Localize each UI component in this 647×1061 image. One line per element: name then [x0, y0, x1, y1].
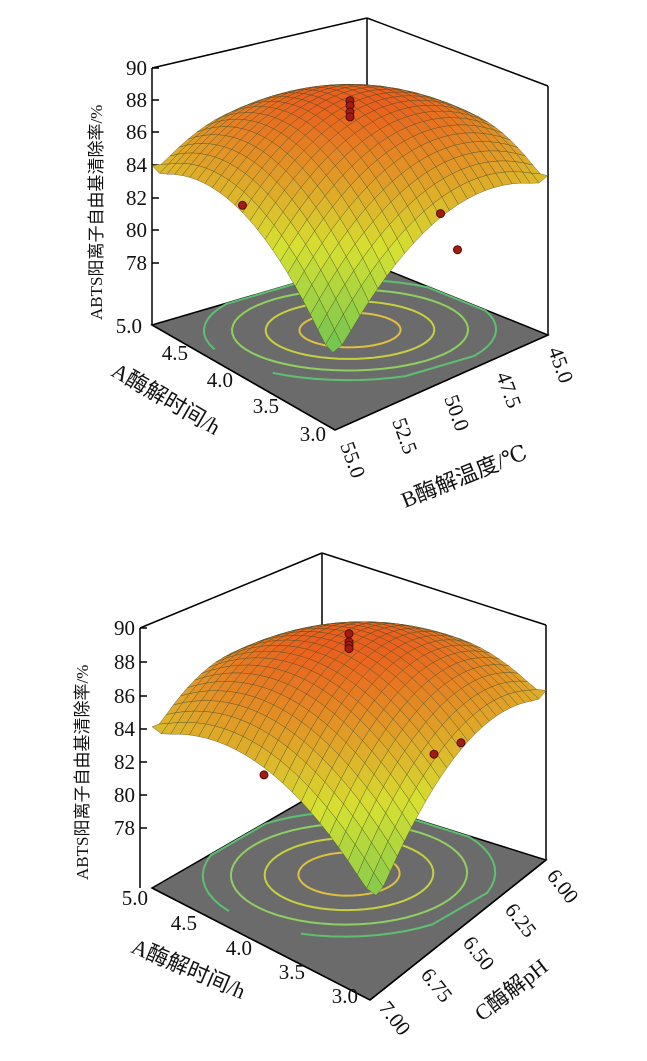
- chart2-y-tick-4: 6.25: [500, 898, 542, 942]
- z-tick-label: 82: [126, 186, 147, 210]
- z-tick-label: 84: [114, 717, 136, 741]
- z-tick-label: 88: [114, 650, 135, 674]
- z-tick-label: 86: [126, 120, 147, 144]
- chart2-y-tick-5: 6.00: [542, 864, 584, 908]
- chart1-back-walls: [151, 17, 549, 335]
- chart1-y-tick-3: 50.0: [439, 392, 474, 435]
- chart2-y-tick-2: 6.75: [416, 963, 458, 1007]
- chart2-y-tick-3: 6.50: [458, 931, 500, 975]
- data-point: [259, 770, 269, 780]
- z-tick-label: 84: [126, 153, 148, 177]
- chart1-x-tick-2: 3.5: [253, 394, 279, 418]
- chart1-x-tick-5: 5.0: [116, 314, 142, 338]
- chart2-top-left-edge: [139, 552, 323, 629]
- chart2-x-tick-5: 5.0: [122, 886, 148, 910]
- z-tick-label: 80: [126, 218, 147, 242]
- chart1-surface: [151, 83, 549, 353]
- chart1-z-axis-label: ABTS阳离子自由基清除率/%: [87, 105, 106, 320]
- z-tick-label: 78: [126, 251, 147, 275]
- z-tick-label: 80: [114, 783, 135, 807]
- data-point: [344, 629, 354, 639]
- z-tick-label: 90: [114, 616, 135, 640]
- chart1-top-right-edge: [366, 17, 549, 87]
- chart2-y-tick-1: 7.00: [374, 996, 416, 1040]
- data-point: [345, 112, 355, 122]
- floor-contour: [298, 311, 402, 349]
- chart2-x-tick-1: 3.0: [332, 984, 358, 1008]
- z-tick-label: 78: [114, 816, 135, 840]
- chart2-z-ticks: 78 80 82 84 86 88 90: [114, 616, 147, 840]
- floor-contour: [229, 822, 469, 926]
- chart2-x-axis-line: [151, 887, 371, 1001]
- floor-contour: [202, 278, 498, 382]
- chart2-x-tick-3: 4.0: [226, 936, 252, 960]
- floor-contour: [264, 300, 436, 360]
- data-point: [436, 209, 445, 219]
- chart1-y-tick-5: 45.0: [543, 344, 578, 387]
- data-point: [344, 644, 354, 654]
- z-tick-label: 90: [126, 56, 147, 80]
- data-point: [453, 245, 462, 255]
- chart1-x-tick-4: 4.5: [162, 341, 188, 365]
- floor-contour: [231, 288, 469, 372]
- surface-cell: [366, 872, 384, 896]
- chart2-x-tick-2: 3.5: [279, 960, 305, 984]
- floor-contour: [201, 810, 497, 938]
- chart2-x-tick-4: 4.5: [171, 911, 197, 935]
- chart2-y-axis-line: [369, 859, 547, 1001]
- chart1-x-tick-3: 4.0: [207, 368, 233, 392]
- chart2-top-right-edge: [321, 552, 547, 626]
- chart1-top-left-edge: [151, 17, 368, 69]
- z-tick-label: 82: [114, 750, 135, 774]
- data-point: [429, 749, 439, 759]
- chart1-x-tick-1: 3.0: [300, 422, 326, 446]
- chart1-z-ticks: 78 80 82 84 86 88 90: [126, 56, 159, 275]
- chart1-y-tick-4: 47.5: [491, 369, 526, 412]
- surface-cell: [325, 329, 343, 353]
- chart1-y-axis-line: [334, 334, 549, 431]
- chart1-points: [238, 96, 462, 255]
- data-point: [456, 738, 466, 748]
- chart1-y-tick-2: 52.5: [387, 415, 422, 458]
- chart2-points: [259, 629, 466, 780]
- chart1-contours: [202, 278, 498, 382]
- chart1-y-tick-1: 55.0: [335, 439, 370, 482]
- chart1-x-axis-line: [151, 324, 336, 431]
- z-tick-label: 86: [114, 684, 135, 708]
- data-point: [238, 200, 247, 210]
- chart2-surface: [151, 621, 547, 896]
- chart2-z-axis-label: ABTS阳离子自由基清除率/%: [73, 665, 92, 880]
- z-tick-label: 88: [126, 88, 147, 112]
